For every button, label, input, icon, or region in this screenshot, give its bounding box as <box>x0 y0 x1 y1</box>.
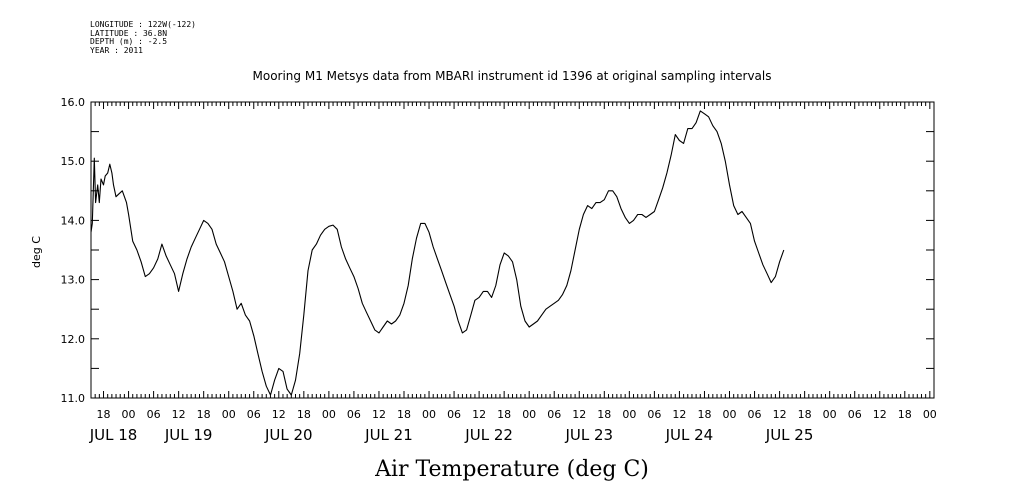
y-tick-label: 11.0 <box>61 392 86 405</box>
plot-frame <box>90 101 935 399</box>
x-tick-label: 18 <box>397 408 411 421</box>
plot-group <box>90 110 785 396</box>
x-tick-label: 12 <box>672 408 686 421</box>
date-label: JUL 21 <box>364 426 413 444</box>
x-tick-label: 06 <box>347 408 361 421</box>
depth-text: DEPTH (m) : -2.5 <box>90 37 168 46</box>
date-label: JUL 18 <box>89 426 138 444</box>
x-axis-label: Air Temperature (deg C) <box>374 457 649 482</box>
x-tick-label: 06 <box>547 408 561 421</box>
x-tick-label: 00 <box>923 408 937 421</box>
x-tick-label: 00 <box>122 408 136 421</box>
x-tick-label: 18 <box>97 408 111 421</box>
date-label: JUL 20 <box>264 426 313 444</box>
x-tick-label: 00 <box>622 408 636 421</box>
date-label: JUL 23 <box>564 426 613 444</box>
x-tick-label: 18 <box>597 408 611 421</box>
x-tick-label: 06 <box>647 408 661 421</box>
y-axis-label: deg C <box>30 236 43 268</box>
y-tick-label: 16.0 <box>61 96 86 109</box>
axes-group: 11.0 12.0 13.0 14.0 15.0 16.0 18 00 06 12 18 00 06 12… <box>61 96 937 444</box>
date-label: JUL 24 <box>665 426 714 444</box>
x-tick-label: 12 <box>272 408 286 421</box>
x-tick-label: 12 <box>873 408 887 421</box>
date-label: JUL 25 <box>765 426 814 444</box>
x-tick-label: 00 <box>823 408 837 421</box>
temperature-line <box>90 110 785 396</box>
station-metadata: LONGITUDE : 122W(-122) LATITUDE : 36.8N … <box>90 20 196 55</box>
longitude-text: LONGITUDE : 122W(-122) <box>90 20 196 29</box>
latitude-text: LATITUDE : 36.8N <box>90 28 168 38</box>
x-tick-label: 18 <box>197 408 211 421</box>
x-tick-label: 18 <box>898 408 912 421</box>
x-tick-label: 06 <box>147 408 161 421</box>
x-tick-label: 12 <box>572 408 586 421</box>
x-tick-label: 12 <box>372 408 386 421</box>
x-tick-label: 06 <box>848 408 862 421</box>
x-tick-label: 12 <box>472 408 486 421</box>
x-tick-label: 06 <box>447 408 461 421</box>
date-label: JUL 19 <box>164 426 213 444</box>
x-tick-label: 18 <box>697 408 711 421</box>
y-tick-label: 13.0 <box>61 274 86 287</box>
x-tick-label: 00 <box>422 408 436 421</box>
x-tick-label: 18 <box>497 408 511 421</box>
x-tick-label: 18 <box>798 408 812 421</box>
x-tick-label: 06 <box>748 408 762 421</box>
x-tick-label: 00 <box>322 408 336 421</box>
year-text: YEAR : 2011 <box>90 45 143 55</box>
x-tick-label: 12 <box>172 408 186 421</box>
y-tick-label: 12.0 <box>61 333 86 346</box>
x-tick-label: 12 <box>773 408 787 421</box>
date-label: JUL 22 <box>464 426 513 444</box>
y-tick-label: 14.0 <box>61 214 86 227</box>
y-tick-label: 15.0 <box>61 155 86 168</box>
x-tick-label: 00 <box>723 408 737 421</box>
chart-title: Mooring M1 Metsys data from MBARI instru… <box>253 69 772 83</box>
x-tick-label: 18 <box>297 408 311 421</box>
x-tick-label: 00 <box>522 408 536 421</box>
x-tick-label: 06 <box>247 408 261 421</box>
x-tick-label: 00 <box>222 408 236 421</box>
